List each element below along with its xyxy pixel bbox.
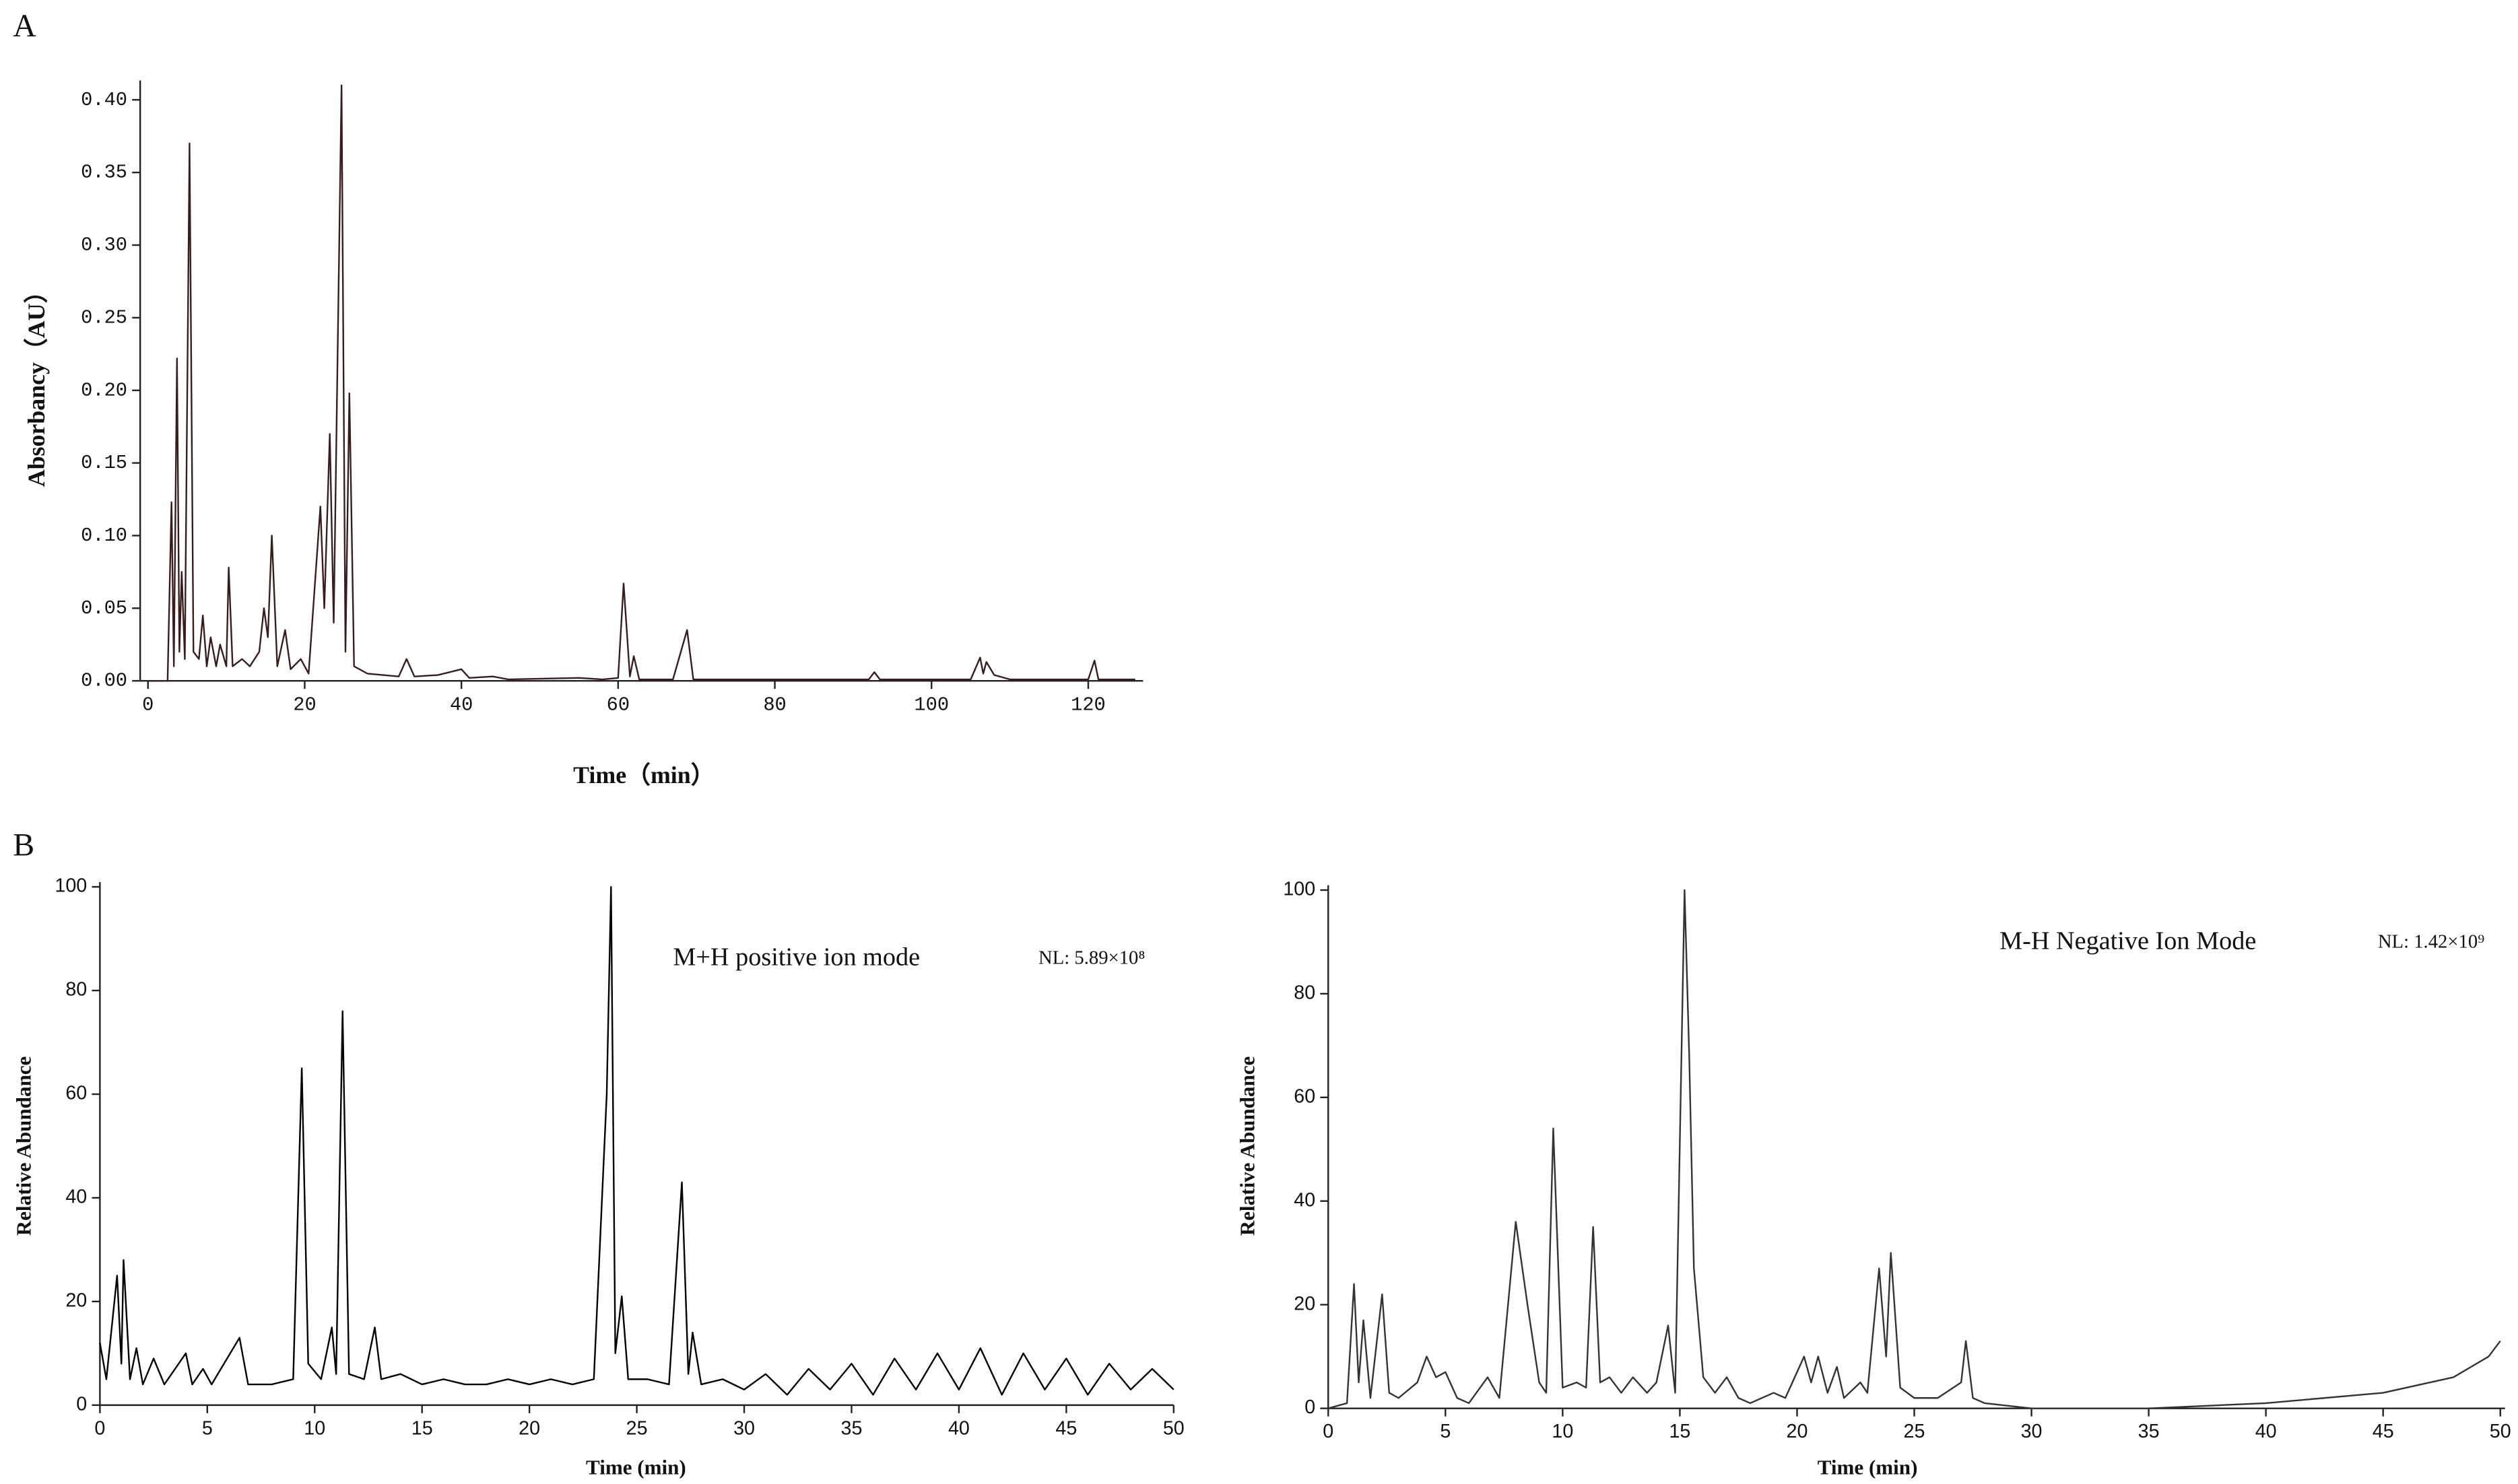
y-tick-label: 0.30: [81, 234, 127, 257]
x-tick-label: 50: [1163, 1417, 1185, 1439]
y-tick-label: 40: [1294, 1189, 1315, 1211]
x-tick-label: 0: [1323, 1421, 1333, 1442]
panel-label: A: [13, 8, 36, 44]
x-tick-label: 60: [607, 694, 630, 716]
x-tick-label: 35: [841, 1417, 863, 1439]
y-tick-label: 100: [55, 875, 87, 897]
trace: [99, 885, 1174, 1396]
y-tick-label: 0: [1304, 1396, 1315, 1418]
annotation: M+H positive ion mode: [673, 943, 920, 971]
y-tick-label: 0.05: [81, 597, 127, 619]
x-axis-title: Time (min): [1818, 1456, 1918, 1479]
y-tick-label: 0: [76, 1393, 87, 1415]
y-tick-label: 0.20: [81, 379, 127, 401]
y-tick-label: 0.40: [81, 89, 127, 111]
x-tick-label: 0: [142, 694, 154, 716]
x-tick-label: 0: [94, 1417, 105, 1439]
y-tick-label: 0.15: [81, 452, 127, 474]
x-tick-label: 40: [450, 694, 473, 716]
trace: [147, 84, 1135, 682]
y-tick-label: 60: [1294, 1085, 1315, 1107]
y-axis-title: Absorbancy（AU）: [23, 279, 50, 487]
x-tick-label: 50: [2490, 1421, 2511, 1442]
x-tick-label: 20: [1787, 1421, 1808, 1442]
y-tick-label: 40: [65, 1186, 87, 1208]
annotation: NL: 5.89×10⁸: [1038, 947, 1145, 968]
y-axis-title: Relative Abundance: [1235, 1056, 1259, 1236]
x-tick-label: 45: [1055, 1417, 1077, 1439]
panel-label: B: [13, 828, 34, 863]
x-tick-label: 35: [2138, 1421, 2160, 1442]
x-tick-label: 15: [1669, 1421, 1690, 1442]
annotation: M-H Negative Ion Mode: [1999, 927, 2256, 955]
trace: [1327, 889, 2501, 1409]
x-tick-label: 20: [293, 694, 316, 716]
x-tick-label: 45: [2373, 1421, 2394, 1442]
x-tick-label: 120: [1071, 694, 1106, 716]
x-tick-label: 5: [1440, 1421, 1451, 1442]
x-tick-label: 15: [411, 1417, 433, 1439]
x-tick-label: 40: [948, 1417, 970, 1439]
x-axis-title: Time (min): [586, 1456, 686, 1479]
y-tick-label: 0.00: [81, 670, 127, 692]
x-tick-label: 10: [1552, 1421, 1573, 1442]
x-tick-label: 10: [304, 1417, 325, 1439]
x-tick-label: 30: [733, 1417, 755, 1439]
y-tick-label: 100: [1283, 879, 1315, 900]
x-tick-label: 5: [202, 1417, 213, 1439]
annotation: NL: 1.42×10⁹: [2378, 931, 2484, 952]
y-tick-label: 0.35: [81, 162, 127, 184]
y-tick-label: 60: [65, 1083, 87, 1104]
x-tick-label: 25: [626, 1417, 648, 1439]
y-tick-label: 0.25: [81, 306, 127, 329]
y-tick-label: 20: [65, 1290, 87, 1312]
x-tick-label: 25: [1904, 1421, 1925, 1442]
x-tick-label: 80: [763, 694, 786, 716]
y-tick-label: 0.10: [81, 525, 127, 547]
x-tick-label: 40: [2255, 1421, 2277, 1442]
x-tick-label: 100: [914, 694, 949, 716]
y-tick-label: 80: [65, 979, 87, 1001]
x-tick-label: 30: [2021, 1421, 2043, 1442]
y-tick-label: 80: [1294, 982, 1315, 1003]
x-axis-title: Time（min）: [573, 762, 715, 788]
x-tick-label: 20: [519, 1417, 540, 1439]
y-axis-title: Relative Abundance: [12, 1056, 36, 1236]
y-tick-label: 20: [1294, 1293, 1315, 1314]
